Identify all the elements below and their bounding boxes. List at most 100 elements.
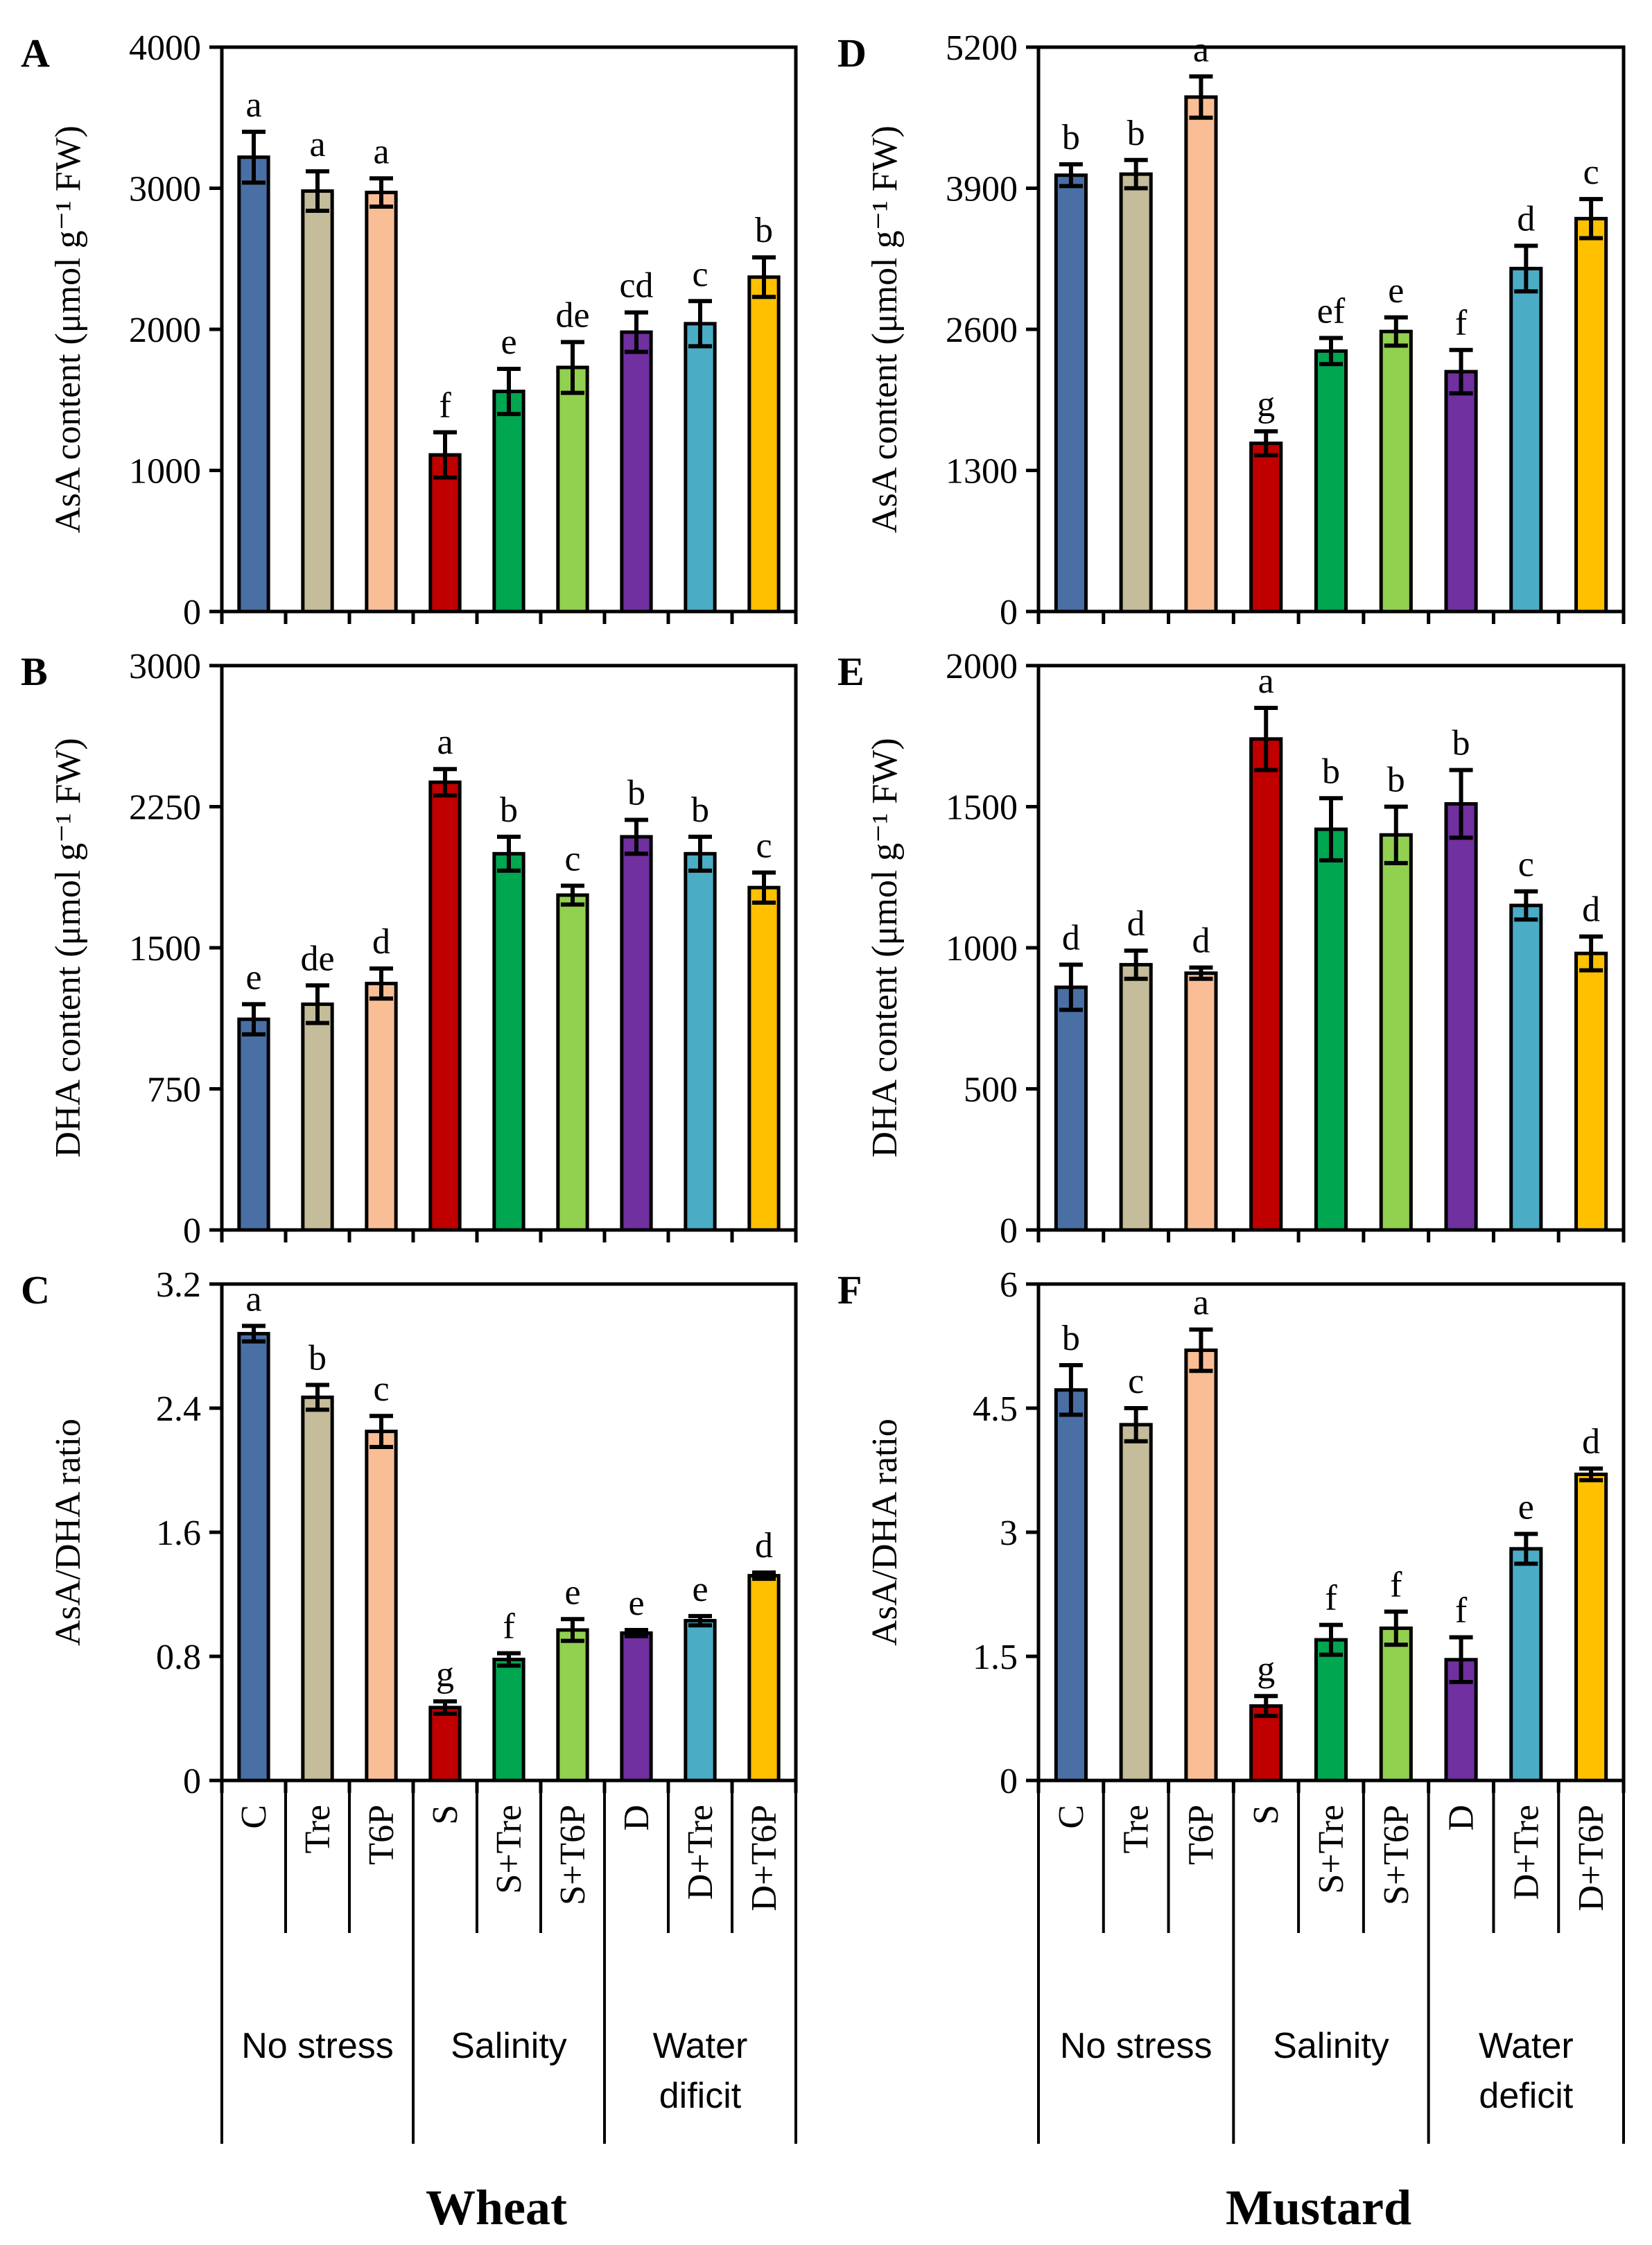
significance-letter: a bbox=[1193, 1283, 1209, 1323]
significance-letter: d bbox=[1582, 1422, 1600, 1462]
bar-T6P bbox=[365, 1430, 398, 1783]
bar-D+Tre bbox=[684, 322, 717, 614]
y-tick-label: 0 bbox=[1000, 1211, 1018, 1251]
significance-letter: b bbox=[1452, 724, 1470, 763]
significance-letter: d bbox=[1192, 921, 1210, 960]
y-tick-label: 3000 bbox=[129, 647, 201, 686]
group-label: Water bbox=[653, 2026, 748, 2066]
significance-letter: d bbox=[1517, 199, 1535, 239]
bar-S+T6P bbox=[1379, 329, 1413, 614]
significance-letter: b bbox=[1387, 761, 1405, 800]
y-tick-label: 1000 bbox=[129, 452, 201, 492]
bar-D+Tre bbox=[684, 851, 717, 1232]
significance-letter: d bbox=[755, 1526, 773, 1566]
y-tick-label: 2000 bbox=[946, 647, 1018, 686]
y-tick-label: 0 bbox=[183, 593, 201, 632]
y-tick-label: 0 bbox=[183, 1211, 201, 1251]
category-label: Tre bbox=[298, 1805, 338, 1853]
bar-D+T6P bbox=[1574, 1472, 1608, 1783]
bar-Tre bbox=[1119, 1423, 1153, 1783]
panel-F: 0 1.5 3 4.5 6 AsA/DHA ratio Fb c a g f f f e d bbox=[837, 1265, 1626, 1801]
significance-letter: g bbox=[1257, 1649, 1275, 1689]
significance-letter: a bbox=[1258, 661, 1274, 701]
y-tick-label: 4.5 bbox=[973, 1389, 1018, 1429]
significance-letter: e bbox=[501, 322, 516, 362]
bar-Tre bbox=[301, 189, 334, 614]
bar-D bbox=[1444, 801, 1478, 1232]
y-axis-label: DHA content (μmol g⁻¹ FW) bbox=[49, 738, 88, 1157]
category-label: T6P bbox=[362, 1805, 401, 1865]
significance-letter: f bbox=[1390, 1566, 1402, 1605]
bar-C bbox=[1054, 1388, 1088, 1783]
y-axis-label: AsA/DHA ratio bbox=[49, 1419, 88, 1646]
category-label: D+T6P bbox=[745, 1805, 784, 1912]
bar-Tre bbox=[1119, 962, 1153, 1232]
group-label: Salinity bbox=[451, 2026, 567, 2066]
y-tick-label: 500 bbox=[964, 1071, 1018, 1110]
significance-letter: f bbox=[503, 1607, 515, 1647]
significance-letter: b bbox=[308, 1338, 327, 1378]
bar-Tre bbox=[301, 1002, 334, 1232]
category-label: S+Tre bbox=[489, 1805, 529, 1894]
bar-Tre bbox=[1119, 172, 1153, 614]
bar-S+Tre bbox=[1314, 349, 1348, 614]
y-tick-label: 2.4 bbox=[156, 1389, 201, 1429]
significance-letter: de bbox=[555, 295, 589, 335]
bar-C bbox=[237, 1017, 270, 1232]
significance-letter: e bbox=[1388, 271, 1404, 311]
category-label: D bbox=[617, 1805, 657, 1831]
group-label: dificit bbox=[659, 2076, 742, 2116]
y-tick-label: 1.5 bbox=[973, 1638, 1018, 1677]
y-tick-label: 2250 bbox=[129, 788, 201, 828]
y-tick-label: 3.2 bbox=[156, 1265, 201, 1305]
bar-T6P bbox=[1184, 971, 1218, 1232]
significance-letter: e bbox=[564, 1572, 580, 1612]
category-label: C bbox=[234, 1805, 274, 1829]
bar-S+Tre bbox=[492, 390, 525, 614]
panel-D: 0 1300 2600 3900 5200 AsA content (μmol g⁻¹ F… bbox=[837, 28, 1626, 632]
panel-label: B bbox=[21, 649, 48, 694]
significance-letter: de bbox=[300, 939, 334, 978]
significance-letter: b bbox=[691, 790, 709, 830]
significance-letter: g bbox=[1257, 385, 1275, 424]
panel-label: A bbox=[21, 31, 50, 76]
bar-D bbox=[620, 1631, 653, 1783]
y-tick-label: 3900 bbox=[946, 170, 1018, 209]
bar-S bbox=[428, 1706, 462, 1783]
significance-letter: b bbox=[755, 211, 773, 250]
significance-letter: b bbox=[1062, 118, 1080, 157]
significance-letter: e bbox=[245, 957, 261, 997]
significance-letter: f bbox=[1455, 304, 1468, 343]
bar-S bbox=[1249, 1704, 1283, 1783]
panel-E: 0 500 1000 1500 2000 DHA content (μmol g⁻¹ FW… bbox=[837, 647, 1626, 1251]
y-tick-label: 750 bbox=[147, 1071, 201, 1110]
bar-C bbox=[1054, 985, 1088, 1232]
category-label: S bbox=[426, 1805, 465, 1825]
bar-S+T6P bbox=[1379, 1626, 1413, 1783]
y-tick-label: 3 bbox=[1000, 1514, 1018, 1553]
significance-letter: c bbox=[1518, 845, 1534, 885]
y-axis-label: AsA/DHA ratio bbox=[865, 1419, 905, 1646]
category-label: S+Tre bbox=[1312, 1805, 1351, 1894]
category-label: S+T6P bbox=[553, 1805, 593, 1905]
y-tick-label: 0.8 bbox=[156, 1638, 201, 1677]
group-label: Water bbox=[1479, 2026, 1574, 2066]
bar-D+Tre bbox=[684, 1619, 717, 1783]
y-axis-label: DHA content (μmol g⁻¹ FW) bbox=[865, 738, 905, 1157]
significance-letter: b bbox=[500, 790, 518, 830]
panel-C: 0 0.8 1.6 2.4 3.2 AsA/DHA ratio C a b c g f e e e d bbox=[21, 1265, 798, 1801]
y-tick-label: 2600 bbox=[946, 311, 1018, 350]
significance-letter: a bbox=[245, 85, 261, 125]
bar-S bbox=[1249, 441, 1283, 614]
significance-letter: g bbox=[436, 1655, 454, 1694]
category-label: D bbox=[1442, 1805, 1481, 1831]
significance-letter: d bbox=[1582, 890, 1600, 930]
category-label: S bbox=[1246, 1805, 1286, 1825]
y-axis-label: AsA content (μmol g⁻¹ FW) bbox=[865, 125, 905, 533]
significance-letter: b bbox=[1062, 1319, 1080, 1358]
significance-letter: d bbox=[1062, 918, 1080, 957]
category-label: T6P bbox=[1181, 1805, 1221, 1865]
y-axis-label: AsA content (μmol g⁻¹ FW) bbox=[49, 125, 88, 533]
significance-letter: a bbox=[309, 125, 325, 164]
